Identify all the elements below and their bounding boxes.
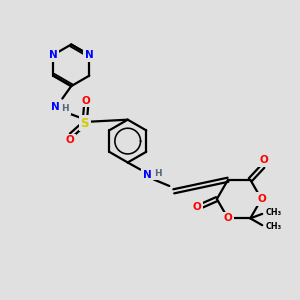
Text: H: H — [154, 169, 162, 178]
Text: O: O — [257, 194, 266, 204]
Text: O: O — [192, 202, 201, 212]
Text: CH₃: CH₃ — [266, 222, 282, 231]
Text: CH₃: CH₃ — [266, 208, 282, 217]
Text: S: S — [80, 117, 89, 130]
Text: O: O — [65, 136, 74, 146]
Text: N: N — [85, 50, 94, 60]
Text: O: O — [224, 213, 232, 223]
Text: O: O — [259, 155, 268, 165]
Text: H: H — [61, 104, 69, 113]
Text: N: N — [49, 50, 58, 60]
Text: O: O — [82, 96, 91, 106]
Text: N: N — [50, 102, 59, 112]
Text: N: N — [143, 170, 152, 180]
